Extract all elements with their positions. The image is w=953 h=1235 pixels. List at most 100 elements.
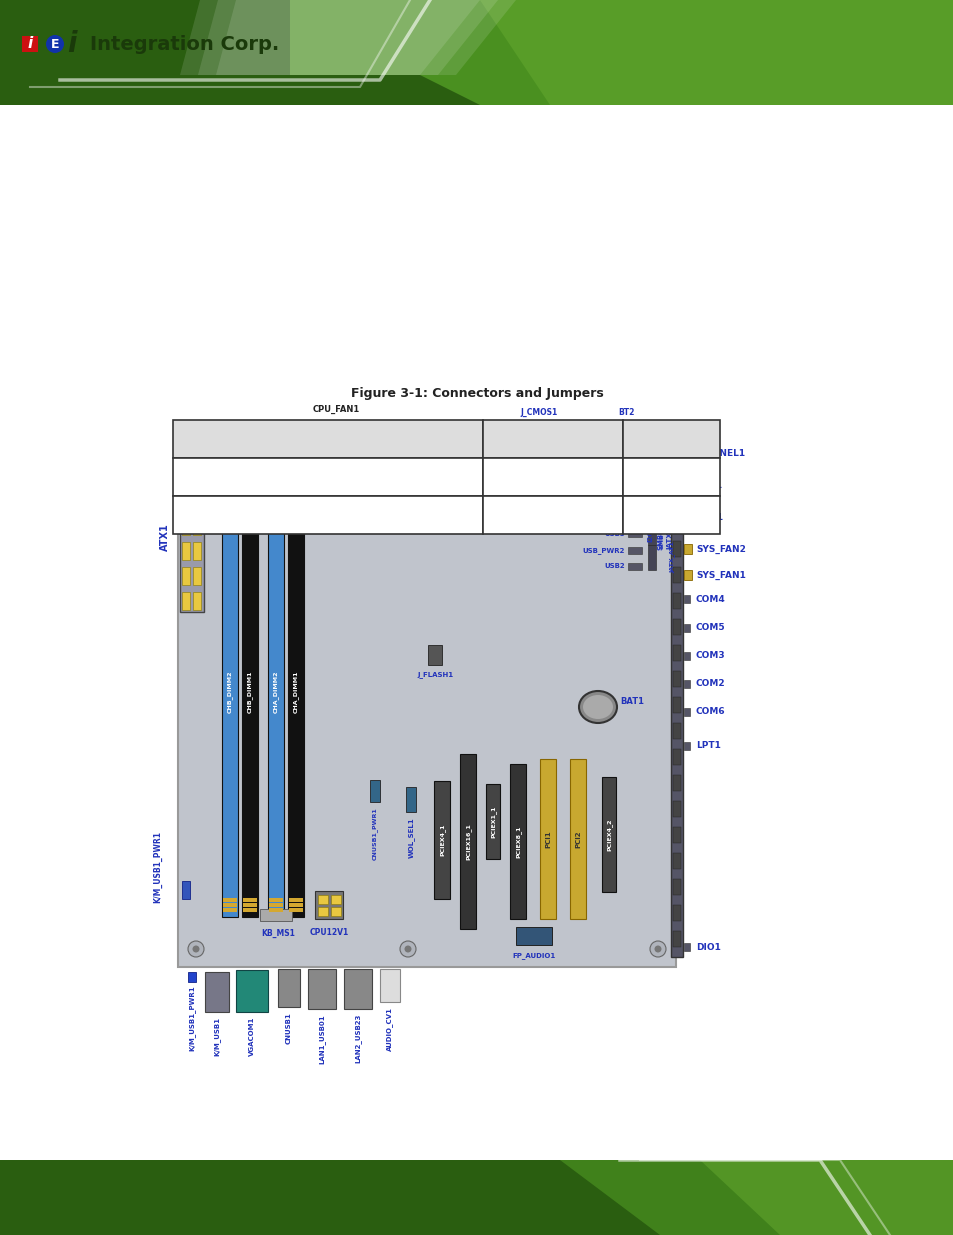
Polygon shape	[479, 0, 953, 105]
Bar	[193, 542, 201, 559]
Text: E: E	[51, 37, 59, 51]
Bar	[243, 488, 256, 492]
Bar	[482, 458, 622, 496]
Bar	[22, 36, 38, 52]
Polygon shape	[290, 0, 953, 105]
Circle shape	[649, 941, 665, 957]
Bar	[683, 680, 689, 688]
Bar	[672, 463, 680, 479]
Text: USB2: USB2	[604, 563, 624, 569]
Text: CNUSB1_PWR1: CNUSB1_PWR1	[372, 806, 377, 860]
Circle shape	[654, 436, 660, 443]
Text: COM6: COM6	[696, 708, 725, 716]
Text: WOL_SEL1: WOL_SEL1	[407, 818, 414, 857]
Bar	[188, 972, 195, 982]
Text: K/M_USB1_PWR1: K/M_USB1_PWR1	[189, 986, 195, 1051]
Bar	[182, 492, 190, 510]
Text: CHB_DIMM1: CHB_DIMM1	[247, 671, 253, 714]
Text: PCIEX4_2: PCIEX4_2	[605, 819, 611, 851]
Text: SATA4: SATA4	[572, 452, 591, 457]
Bar	[683, 482, 689, 490]
Bar	[268, 467, 284, 918]
Text: PCIEX8_1: PCIEX8_1	[515, 826, 520, 858]
Circle shape	[413, 436, 420, 443]
Bar	[277, 969, 299, 1007]
Text: K/M_USB1: K/M_USB1	[213, 1016, 220, 1056]
Bar	[269, 898, 283, 902]
Bar	[647, 520, 656, 545]
Bar	[622, 496, 720, 534]
Bar	[627, 547, 641, 555]
Circle shape	[404, 946, 411, 952]
Bar	[683, 595, 689, 603]
Bar	[243, 478, 256, 482]
Bar	[243, 483, 256, 487]
Text: Integration Corp.: Integration Corp.	[90, 35, 279, 53]
Bar	[288, 467, 304, 918]
Bar	[223, 478, 236, 482]
Circle shape	[649, 432, 665, 448]
Bar	[182, 592, 190, 610]
Bar	[182, 517, 190, 535]
Text: SATA1: SATA1	[548, 440, 567, 445]
Circle shape	[46, 35, 64, 53]
Bar	[289, 898, 303, 902]
Bar	[683, 450, 689, 457]
Text: PCI1: PCI1	[544, 830, 551, 847]
Text: BT2: BT2	[618, 408, 634, 417]
Bar	[627, 563, 641, 571]
Text: SATA3: SATA3	[572, 440, 591, 445]
Bar	[172, 458, 482, 496]
Text: SYS_FAN1: SYS_FAN1	[696, 571, 745, 579]
Bar	[178, 422, 676, 967]
Bar	[434, 781, 450, 899]
Bar	[289, 483, 303, 487]
Bar	[315, 429, 355, 440]
Circle shape	[193, 946, 199, 952]
Bar	[672, 645, 680, 661]
Bar	[672, 593, 680, 609]
Text: FP_AUDIO1: FP_AUDIO1	[512, 952, 555, 958]
Bar	[459, 755, 476, 929]
Bar	[193, 517, 201, 535]
Bar	[672, 697, 680, 713]
Bar	[193, 467, 201, 485]
Text: SATA5: SATA5	[597, 440, 615, 445]
Text: COM3: COM3	[696, 652, 725, 661]
Text: COM2: COM2	[696, 679, 725, 688]
Circle shape	[399, 941, 416, 957]
Bar	[182, 467, 190, 485]
Bar	[627, 498, 641, 505]
Text: SMBUS_1: SMBUS_1	[656, 514, 662, 550]
Bar	[223, 488, 236, 492]
Bar	[672, 776, 680, 790]
Text: CNUSB1: CNUSB1	[286, 1011, 292, 1044]
Bar	[510, 764, 525, 919]
Text: CHA_DIMM1: CHA_DIMM1	[293, 671, 298, 714]
Text: I2C_1: I2C_1	[648, 498, 655, 516]
Bar	[619, 445, 631, 452]
Bar	[289, 478, 303, 482]
Bar	[672, 827, 680, 844]
Bar	[517, 446, 537, 454]
Text: SATA2: SATA2	[548, 452, 567, 457]
Bar	[596, 450, 617, 459]
Bar	[193, 492, 201, 510]
Text: USB1: USB1	[603, 499, 624, 505]
Text: DIO1: DIO1	[696, 942, 720, 951]
Bar	[539, 760, 556, 919]
Bar	[428, 645, 441, 664]
Bar	[683, 571, 691, 580]
Bar	[672, 802, 680, 818]
Text: J_FLASH1: J_FLASH1	[416, 671, 453, 678]
Bar	[242, 467, 257, 918]
Bar	[331, 895, 340, 904]
Text: TPM1: TPM1	[696, 513, 723, 521]
Polygon shape	[700, 1160, 953, 1235]
Text: VGACOM1: VGACOM1	[249, 1016, 254, 1056]
Text: JSPI1: JSPI1	[696, 482, 721, 490]
Bar	[172, 496, 482, 534]
Bar	[243, 908, 256, 911]
Text: CHA_DIMM2: CHA_DIMM2	[273, 671, 278, 714]
Text: K/M_USB1_PWR1: K/M_USB1_PWR1	[153, 831, 162, 903]
